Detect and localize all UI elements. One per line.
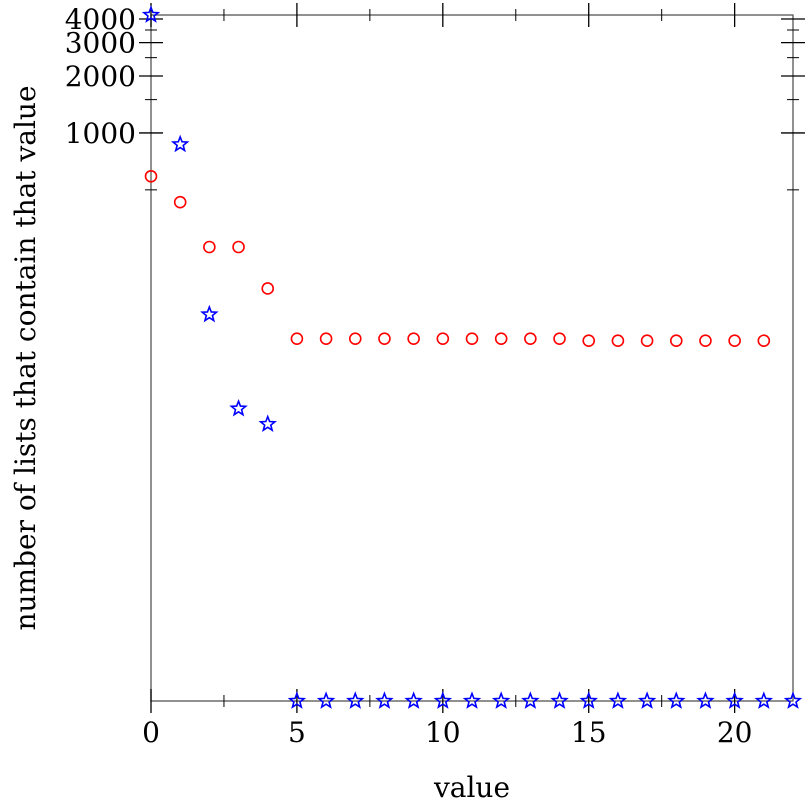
y-tick-label: 2000 bbox=[65, 60, 136, 93]
star-point bbox=[404, 691, 423, 709]
circle-point bbox=[173, 195, 187, 209]
circle-point bbox=[348, 332, 362, 345]
star-point bbox=[783, 691, 803, 709]
star-point bbox=[346, 691, 365, 709]
circle-point bbox=[582, 334, 596, 347]
star-point bbox=[491, 691, 511, 709]
circle-point bbox=[640, 334, 654, 347]
star-point bbox=[696, 691, 715, 709]
star-point bbox=[462, 691, 482, 709]
circle-point bbox=[699, 334, 712, 347]
x-tick-label: 20 bbox=[717, 716, 753, 749]
star-point bbox=[287, 691, 307, 709]
circle-point bbox=[494, 332, 508, 345]
star-point bbox=[608, 691, 628, 709]
x-tick-label: 0 bbox=[142, 716, 160, 749]
y-tick-label: 4000 bbox=[65, 3, 136, 36]
star-point bbox=[375, 691, 394, 709]
star-point bbox=[725, 691, 744, 709]
circle-point bbox=[232, 240, 245, 254]
star-point bbox=[316, 691, 336, 709]
circle-point bbox=[436, 332, 450, 345]
y-tick-label: 1000 bbox=[65, 117, 136, 150]
plot-frame bbox=[150, 14, 794, 702]
circle-point bbox=[465, 332, 479, 345]
star-point bbox=[258, 414, 277, 433]
star-point bbox=[579, 691, 598, 709]
x-tick-label: 5 bbox=[288, 716, 306, 749]
star-point bbox=[200, 304, 219, 323]
circle-point bbox=[290, 332, 304, 345]
y-axis-title: number of lists that contain that value bbox=[9, 85, 42, 630]
axis-ticks bbox=[139, 3, 805, 713]
circle-point bbox=[378, 332, 391, 345]
circle-point bbox=[203, 240, 216, 254]
star-point bbox=[754, 691, 774, 709]
star-point bbox=[521, 691, 540, 709]
x-tick-label: 15 bbox=[571, 716, 607, 749]
star-point bbox=[637, 691, 657, 709]
star-point bbox=[433, 691, 453, 709]
star-point bbox=[550, 691, 569, 709]
x-tick-label: 10 bbox=[425, 716, 461, 749]
y-tick-label: 3000 bbox=[65, 27, 136, 60]
star-point bbox=[170, 134, 190, 153]
circle-point bbox=[261, 282, 275, 295]
circle-point bbox=[611, 334, 625, 347]
circle-point bbox=[669, 334, 683, 347]
circle-point bbox=[319, 332, 333, 345]
circle-point bbox=[407, 332, 420, 345]
x-axis-title: value bbox=[433, 771, 510, 804]
circle-point bbox=[757, 334, 771, 347]
circle-point bbox=[144, 169, 158, 183]
star-point bbox=[141, 5, 161, 23]
star-point bbox=[229, 398, 248, 417]
circle-point bbox=[553, 332, 566, 345]
circle-point bbox=[728, 334, 741, 347]
circle-point bbox=[524, 332, 537, 345]
data-marks bbox=[141, 5, 803, 709]
star-point bbox=[667, 691, 686, 709]
